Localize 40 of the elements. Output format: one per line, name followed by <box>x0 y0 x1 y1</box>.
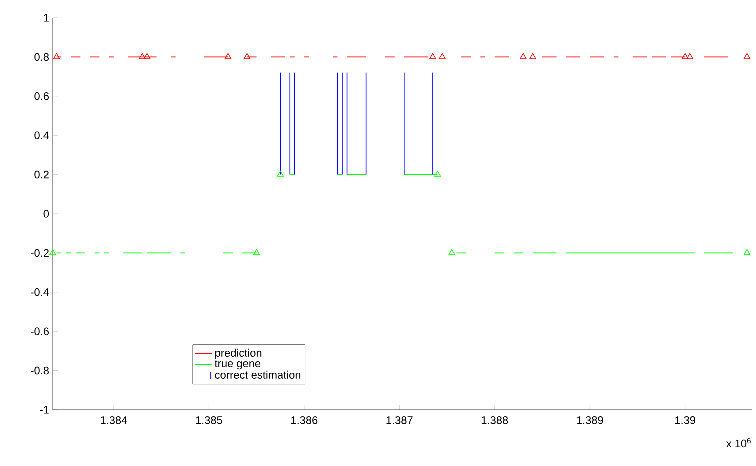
y-tick-label: -1 <box>40 406 49 414</box>
y-tick-label: 0.4 <box>34 132 50 140</box>
y-tick-label: -0.2 <box>31 249 49 258</box>
point <box>430 53 436 60</box>
point <box>686 53 694 60</box>
y-tick-label: 0.6 <box>34 92 49 100</box>
text: x 10$^{6}$ <box>726 438 751 448</box>
point <box>434 170 442 177</box>
point <box>744 53 751 60</box>
y-tick-label: 0.2 <box>34 170 49 179</box>
point <box>144 53 151 60</box>
y-tick-label: 0 <box>44 210 50 218</box>
x-tick-label: 1.388 <box>482 416 508 424</box>
legend-label: correct estimation <box>215 370 301 379</box>
point <box>139 53 146 60</box>
legend-label: prediction <box>216 348 262 360</box>
x-tick-label: 1.384 <box>101 416 128 424</box>
point <box>277 170 284 177</box>
point <box>530 53 536 60</box>
x-tick-label: 1.387 <box>386 416 413 424</box>
point <box>50 249 56 256</box>
point <box>53 53 60 60</box>
y-tick-label: -0.6 <box>31 328 49 336</box>
x-tick-label: 1.385 <box>196 416 222 424</box>
point <box>253 249 260 256</box>
point <box>744 249 751 256</box>
point <box>682 53 689 60</box>
y-tick-label: -0.8 <box>31 366 49 375</box>
y-tick-label: 0.8 <box>34 53 49 62</box>
legend-label: true gene <box>214 360 261 370</box>
x-tick-label: 1.39 <box>676 416 696 424</box>
point <box>520 53 527 60</box>
point <box>448 249 456 256</box>
y-tick-label: -0.4 <box>31 288 50 296</box>
point <box>439 53 446 60</box>
point <box>224 53 232 60</box>
y-tick-label: 1 <box>44 14 49 22</box>
point <box>244 53 251 60</box>
x-tick-label: 1.386 <box>292 416 318 424</box>
x-tick-label: 1.389 <box>577 416 604 424</box>
